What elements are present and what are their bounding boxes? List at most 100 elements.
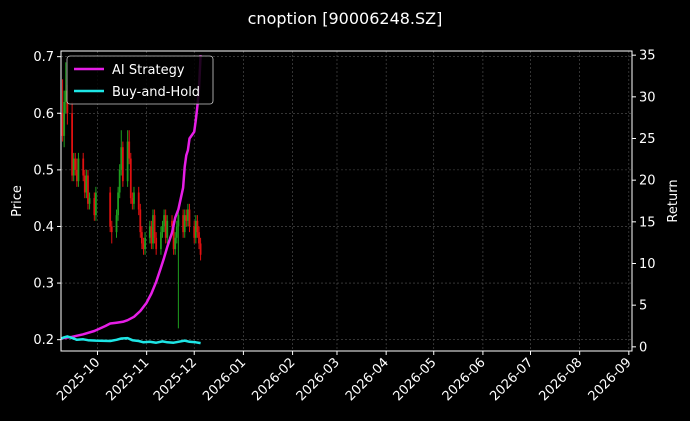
candle [71,101,74,182]
candle-body [120,147,123,170]
return-lines [60,55,202,345]
candle-body [182,215,185,233]
candle [161,220,164,238]
ai-strategy-line [60,55,202,340]
candle [193,220,196,244]
candle-body [161,226,164,233]
candle [155,232,158,255]
candle-body [85,175,88,193]
candle [128,130,131,165]
candle [87,169,89,210]
candle-body [128,141,131,159]
candle-body [140,232,143,244]
candle [72,152,75,182]
candle [185,209,188,227]
candle-body [177,215,180,227]
candle [196,215,199,238]
candle-body [142,243,145,250]
y-left-tick-label: 0.2 [33,333,54,348]
candle [139,203,142,238]
candle-body [117,192,119,216]
candle [194,215,197,244]
candle-body [171,220,173,227]
candle-body [133,192,135,204]
candle [118,164,121,199]
candle [177,209,180,329]
candle-body [186,209,189,221]
candle [148,220,151,244]
candle-body [196,220,199,233]
buy-and-hold-line [60,335,201,345]
candle [129,152,132,204]
candle [166,215,169,244]
candle-body [110,226,113,233]
candle [120,130,123,176]
y-left-tick-label: 0.3 [33,277,54,292]
candle-body [148,226,151,238]
candle-body [172,226,175,250]
y-left-tick-label: 0.5 [33,163,54,178]
candle-body [126,141,129,182]
candle [153,209,156,244]
candle-body [194,220,197,238]
candle-body [93,198,96,216]
candle [74,152,77,176]
candle-body [72,158,75,176]
y-right-tick-label: 25 [639,132,656,147]
candle [121,141,124,187]
candle-body [131,198,134,204]
candle [198,226,200,250]
candle-body [75,169,78,182]
candlesticks [61,62,202,329]
candle [115,209,118,238]
candle [183,209,186,238]
y-right-tick-label: 35 [639,49,656,64]
candle [61,79,64,142]
plot-frame [60,50,633,352]
candle-body [115,215,118,233]
candle [82,152,85,182]
candle [150,220,153,250]
candle-body [139,209,142,233]
candle [199,237,202,261]
candle-body [77,158,80,182]
candle [133,186,135,210]
y-left-tick-label: 0.7 [33,50,54,65]
candle-body [94,192,97,216]
candle-body [164,215,167,238]
y-axis-left-label: Price [10,185,25,217]
candle-body [129,158,132,199]
candle-body [166,220,169,238]
candle-body [87,175,89,204]
candle-body [150,226,153,244]
candle-body [188,209,191,227]
candle [64,62,67,114]
candle [126,130,129,187]
y-axis-right: 0 5 10 15 20 25 30 35 [632,49,656,355]
candle-body [83,175,86,193]
candle [152,209,154,250]
candle [77,152,80,187]
candle-body [64,90,67,102]
candle-body [88,198,91,204]
candle [63,90,66,148]
candle [144,232,146,255]
candle [142,237,145,255]
y-right-tick-label: 15 [639,215,656,230]
candle-body [137,192,140,210]
candle-body [198,232,200,244]
candle-body [185,215,188,221]
candle [137,186,140,216]
y-axis-left: 0.2 0.3 0.4 0.5 0.6 0.7 [33,50,61,348]
candle [83,169,86,199]
candle [75,158,78,187]
y-left-tick-label: 0.6 [33,107,54,122]
candle-body [193,226,196,238]
y-axis-right-label: Return [666,179,681,222]
candle-body [199,243,202,255]
candle-body [183,215,186,233]
candle-body [160,232,162,250]
candle [109,186,112,233]
y-right-tick-label: 5 [639,299,647,314]
